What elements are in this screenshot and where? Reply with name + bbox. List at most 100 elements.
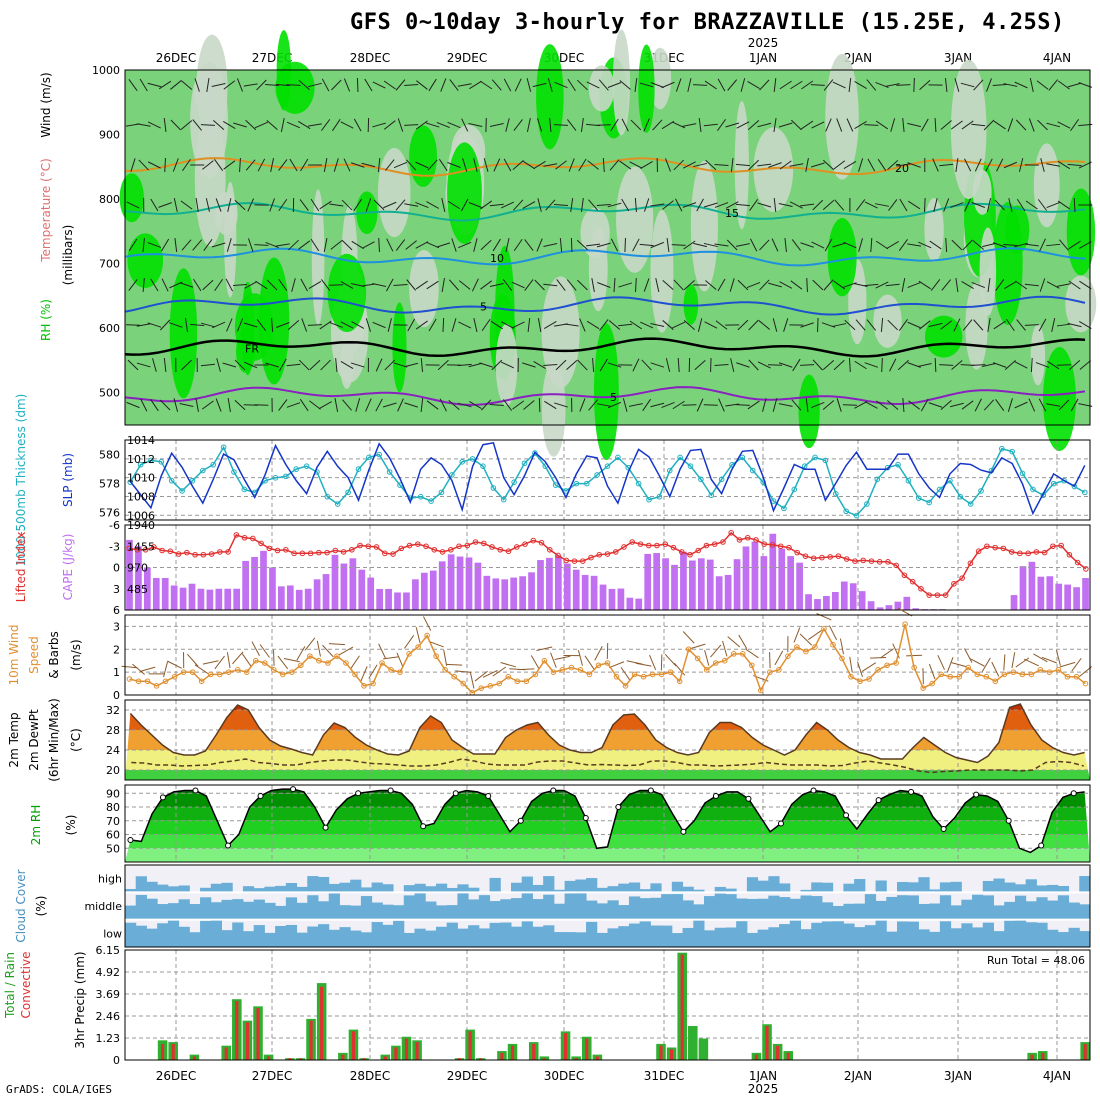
wind-barb bbox=[987, 277, 991, 293]
cloud-cell bbox=[768, 876, 780, 893]
wind-speed-point bbox=[325, 660, 331, 666]
lifted-index-point bbox=[299, 550, 306, 557]
wind-barb bbox=[269, 198, 275, 212]
wind-barb bbox=[687, 78, 692, 92]
wind-speed-point bbox=[604, 660, 611, 666]
wind-barb bbox=[420, 397, 424, 413]
rh-moist-area bbox=[327, 253, 367, 333]
wind-barb bbox=[140, 398, 148, 412]
wind-barb bbox=[1018, 158, 1024, 172]
wind-barb bbox=[244, 361, 258, 369]
cloud-cell bbox=[435, 883, 448, 893]
wind-barb bbox=[800, 242, 814, 248]
wind-barb bbox=[205, 198, 210, 212]
cape-bar bbox=[1010, 595, 1018, 610]
wind-barb-10m bbox=[273, 649, 275, 666]
rh-panel-frame bbox=[124, 784, 1091, 863]
wind-speed-point bbox=[1037, 667, 1044, 673]
thickness-point bbox=[1061, 477, 1067, 484]
cloud-cell bbox=[200, 887, 212, 893]
wind-barb bbox=[1057, 80, 1070, 90]
wind-barb-10m bbox=[500, 662, 517, 668]
wind-barb bbox=[415, 120, 428, 130]
slp-axis-label: SLP (mb) bbox=[61, 453, 75, 507]
cloud-cell bbox=[200, 897, 212, 920]
rh-dry-area bbox=[979, 227, 997, 317]
rh-dry-area bbox=[650, 210, 674, 333]
cloud-cell bbox=[682, 927, 694, 947]
wind-speed-point bbox=[983, 673, 990, 680]
wind-barb bbox=[441, 278, 445, 292]
wind-barb bbox=[570, 237, 573, 253]
wind-speed-point bbox=[613, 673, 620, 680]
wind-barb bbox=[875, 240, 889, 250]
lifted-index-point bbox=[926, 592, 932, 598]
wind-barb bbox=[971, 123, 986, 127]
thickness-point bbox=[967, 501, 974, 507]
lifted-index-point bbox=[645, 542, 652, 549]
wind-barb bbox=[854, 120, 867, 130]
cloud-cell bbox=[414, 928, 426, 947]
wind-barb bbox=[340, 281, 354, 289]
wind-barb bbox=[407, 318, 416, 332]
wind-speed-point bbox=[316, 657, 322, 664]
rh-point bbox=[127, 837, 134, 843]
cape-bar bbox=[608, 588, 616, 610]
wind-barb bbox=[737, 279, 749, 291]
year-label-bottom: 2025 bbox=[748, 1082, 779, 1096]
rh-moist-area bbox=[798, 374, 820, 449]
wind-barb bbox=[748, 359, 759, 371]
wind-speed-point bbox=[785, 653, 791, 659]
cloud-cell bbox=[1036, 897, 1048, 920]
wind-barb bbox=[125, 324, 141, 326]
thickness-point bbox=[978, 488, 984, 494]
cape-bar bbox=[680, 551, 687, 610]
cape-bar bbox=[572, 569, 580, 610]
wind-barb bbox=[696, 398, 704, 412]
isotherm-label: 5 bbox=[480, 301, 487, 314]
wind-speed-point bbox=[1001, 671, 1008, 678]
wind-barb bbox=[610, 238, 619, 252]
date-label-top: 1JAN bbox=[749, 51, 777, 65]
wind-barb bbox=[992, 83, 1007, 87]
wind-barb bbox=[934, 357, 937, 373]
wind-barb bbox=[1067, 163, 1082, 167]
wind-barb bbox=[635, 277, 637, 293]
wind-barb bbox=[971, 202, 986, 208]
wind-barb bbox=[800, 203, 815, 207]
lifted-index-point bbox=[340, 549, 347, 555]
thickness-point bbox=[283, 473, 289, 480]
wind-barb bbox=[735, 163, 750, 167]
wind-barb bbox=[511, 321, 525, 329]
cape-bar bbox=[367, 577, 375, 610]
cape-bar bbox=[501, 579, 509, 610]
cloud-cell bbox=[746, 932, 759, 947]
lifted-index-point bbox=[217, 549, 223, 555]
lifted-index-point bbox=[538, 539, 545, 546]
wind-barb bbox=[867, 158, 876, 172]
cloud-cell bbox=[221, 930, 233, 947]
cloud-cell bbox=[446, 887, 458, 893]
lifted-index-point bbox=[225, 549, 231, 555]
cloud-cell bbox=[178, 885, 190, 893]
rh-point bbox=[875, 797, 882, 804]
lifted-index-point bbox=[382, 550, 388, 557]
wind-barb-10m bbox=[167, 660, 182, 669]
cloud-cell bbox=[607, 928, 619, 947]
wind-barb bbox=[715, 320, 728, 330]
cloud-cell bbox=[800, 929, 812, 947]
wind-barb bbox=[876, 400, 888, 410]
wind-barb bbox=[362, 241, 375, 249]
wind-speed-point bbox=[153, 683, 160, 689]
cape-bar bbox=[474, 562, 482, 610]
precip-convective-bar bbox=[1041, 1052, 1045, 1060]
precip-convective-bar bbox=[394, 1047, 398, 1060]
wind-speed-point bbox=[758, 687, 764, 694]
wind-barb bbox=[500, 361, 515, 369]
wind-barb-10m bbox=[774, 650, 784, 666]
isotherm-line bbox=[124, 295, 1086, 316]
cape-bar bbox=[152, 578, 160, 610]
wind-barb bbox=[1014, 81, 1028, 89]
wind-barb bbox=[964, 158, 972, 172]
lifted-index-point bbox=[1083, 566, 1089, 572]
